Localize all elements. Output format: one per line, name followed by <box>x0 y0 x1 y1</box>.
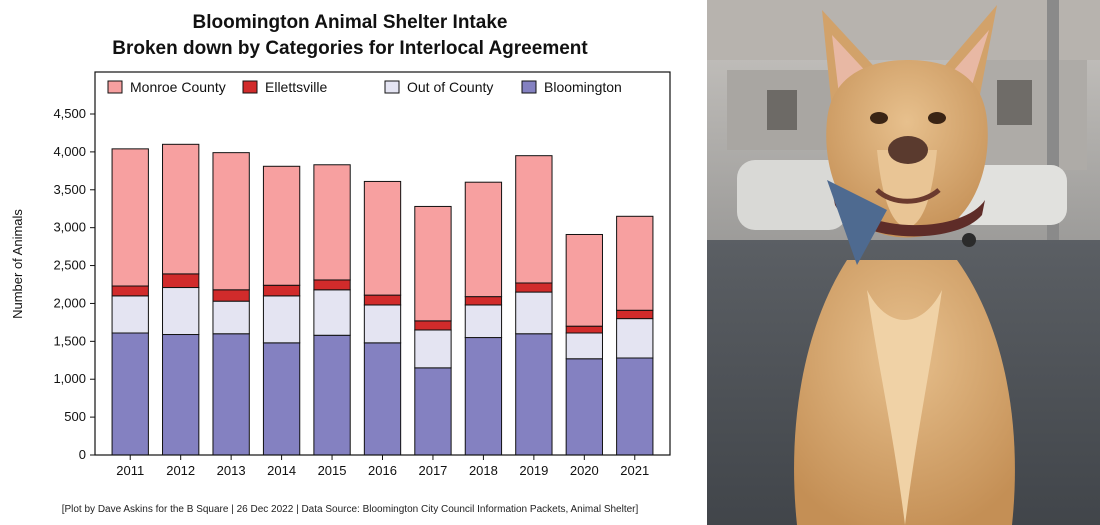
y-tick-label: 4,000 <box>53 144 86 159</box>
x-tick-label: 2021 <box>620 463 649 478</box>
bar-bloomington-2016 <box>363 342 402 456</box>
x-tick-label: 2015 <box>318 463 347 478</box>
x-tick-label: 2011 <box>116 463 144 478</box>
y-axis-label: Number of Animals <box>10 209 25 319</box>
bar-monroe-county-2021 <box>616 215 654 311</box>
bar-out-of-county-2016 <box>363 304 402 344</box>
bar-ellettsville-2019 <box>515 282 553 293</box>
legend-swatch-out-of-county <box>384 80 400 94</box>
dog-tag <box>962 233 976 247</box>
y-tick-label: 1,500 <box>53 333 86 348</box>
bar-out-of-county-2015 <box>313 289 351 336</box>
bar-ellettsville-2020 <box>565 325 603 334</box>
y-axis: 0 500 1,000 1,500 2,000 2,500 3,000 3,500 4,000 4… <box>53 106 95 462</box>
bar-monroe-county-2019 <box>515 155 553 284</box>
dog-nose <box>888 136 928 164</box>
chart-title: Bloomington Animal Shelter Intake <box>193 12 508 33</box>
bar-monroe-county-2011 <box>111 148 149 287</box>
bar-ellettsville-2012 <box>162 273 200 289</box>
chart-panel: Bloomington Animal Shelter Intake Broken… <box>10 12 671 515</box>
bar-out-of-county-2020 <box>565 332 603 360</box>
bar-ellettsville-2018 <box>464 296 503 306</box>
y-tick-label: 3,000 <box>53 220 86 235</box>
bar-monroe-county-2020 <box>565 233 603 327</box>
x-tick-label: 2019 <box>519 463 548 478</box>
bar-bloomington-2011 <box>111 332 149 456</box>
bar-out-of-county-2021 <box>616 318 654 359</box>
legend-label-bloomington: Bloomington <box>544 79 622 95</box>
x-tick-label: 2018 <box>469 463 498 478</box>
bar-monroe-county-2016 <box>363 180 402 296</box>
bar-ellettsville-2015 <box>313 279 351 291</box>
bar-monroe-county-2015 <box>313 164 351 281</box>
bar-out-of-county-2011 <box>111 295 149 334</box>
bar-monroe-county-2018 <box>464 181 503 298</box>
bar-ellettsville-2011 <box>111 285 149 297</box>
bar-ellettsville-2016 <box>363 294 402 306</box>
bar-bloomington-2019 <box>515 333 553 456</box>
bar-out-of-county-2014 <box>262 295 301 344</box>
y-tick-label: 2,500 <box>53 258 86 273</box>
bar-bloomington-2014 <box>262 342 301 456</box>
y-tick-label: 500 <box>64 409 86 424</box>
dog-right-eye <box>928 112 946 124</box>
x-tick-label: 2017 <box>418 463 447 478</box>
bar-out-of-county-2012 <box>162 287 200 336</box>
bar-out-of-county-2018 <box>464 304 503 339</box>
x-tick-label: 2016 <box>368 463 397 478</box>
dog-photo <box>707 0 1100 525</box>
legend-swatch-bloomington <box>521 80 537 94</box>
y-tick-label: 4,500 <box>53 106 86 121</box>
bar-bloomington-2017 <box>414 367 452 456</box>
bars <box>111 143 654 456</box>
bar-ellettsville-2013 <box>212 289 250 302</box>
chart-subtitle: Broken down by Categories for Interlocal… <box>112 38 588 59</box>
bar-ellettsville-2014 <box>262 284 301 297</box>
legend-swatch-ellettsville <box>242 80 258 94</box>
dog-photo-illustration <box>707 0 1100 525</box>
bar-out-of-county-2019 <box>515 291 553 335</box>
legend: Monroe County Ellettsville Out of County Bl… <box>107 79 622 95</box>
bar-bloomington-2015 <box>313 334 351 456</box>
y-tick-label: 0 <box>79 447 86 462</box>
x-tick-label: 2012 <box>166 463 195 478</box>
bar-ellettsville-2021 <box>616 309 654 320</box>
legend-swatch-monroe-county <box>107 80 123 94</box>
chart-footer: [Plot by Dave Askins for the B Square | … <box>62 504 639 515</box>
y-tick-label: 3,500 <box>53 182 86 197</box>
x-axis: 2011 2012 2013 2014 2015 2016 2017 2018 2019 2020… <box>116 455 649 478</box>
bar-monroe-county-2014 <box>262 165 301 286</box>
dog-left-eye <box>870 112 888 124</box>
x-tick-label: 2013 <box>217 463 246 478</box>
x-tick-label: 2020 <box>570 463 599 478</box>
bar-monroe-county-2012 <box>162 143 200 275</box>
legend-label-ellettsville: Ellettsville <box>265 79 327 95</box>
bar-monroe-county-2013 <box>212 152 250 291</box>
bar-bloomington-2021 <box>616 357 654 456</box>
stacked-bar-chart: Bloomington Animal Shelter Intake Broken… <box>10 12 671 515</box>
bar-monroe-county-2017 <box>414 205 452 322</box>
bar-out-of-county-2013 <box>212 300 250 335</box>
plot-frame <box>94 71 671 456</box>
bar-bloomington-2018 <box>464 337 503 456</box>
bar-bloomington-2013 <box>212 333 250 456</box>
bar-ellettsville-2017 <box>414 320 452 331</box>
bar-bloomington-2012 <box>162 334 200 456</box>
legend-label-monroe-county: Monroe County <box>130 79 226 95</box>
legend-label-out-of-county: Out of County <box>407 79 493 95</box>
bowtie <box>827 180 887 265</box>
background-car <box>737 160 847 230</box>
bar-bloomington-2020 <box>565 358 603 456</box>
y-tick-label: 1,000 <box>53 371 86 386</box>
bar-out-of-county-2017 <box>414 329 452 369</box>
y-tick-label: 2,000 <box>53 295 86 310</box>
x-tick-label: 2014 <box>267 463 296 478</box>
